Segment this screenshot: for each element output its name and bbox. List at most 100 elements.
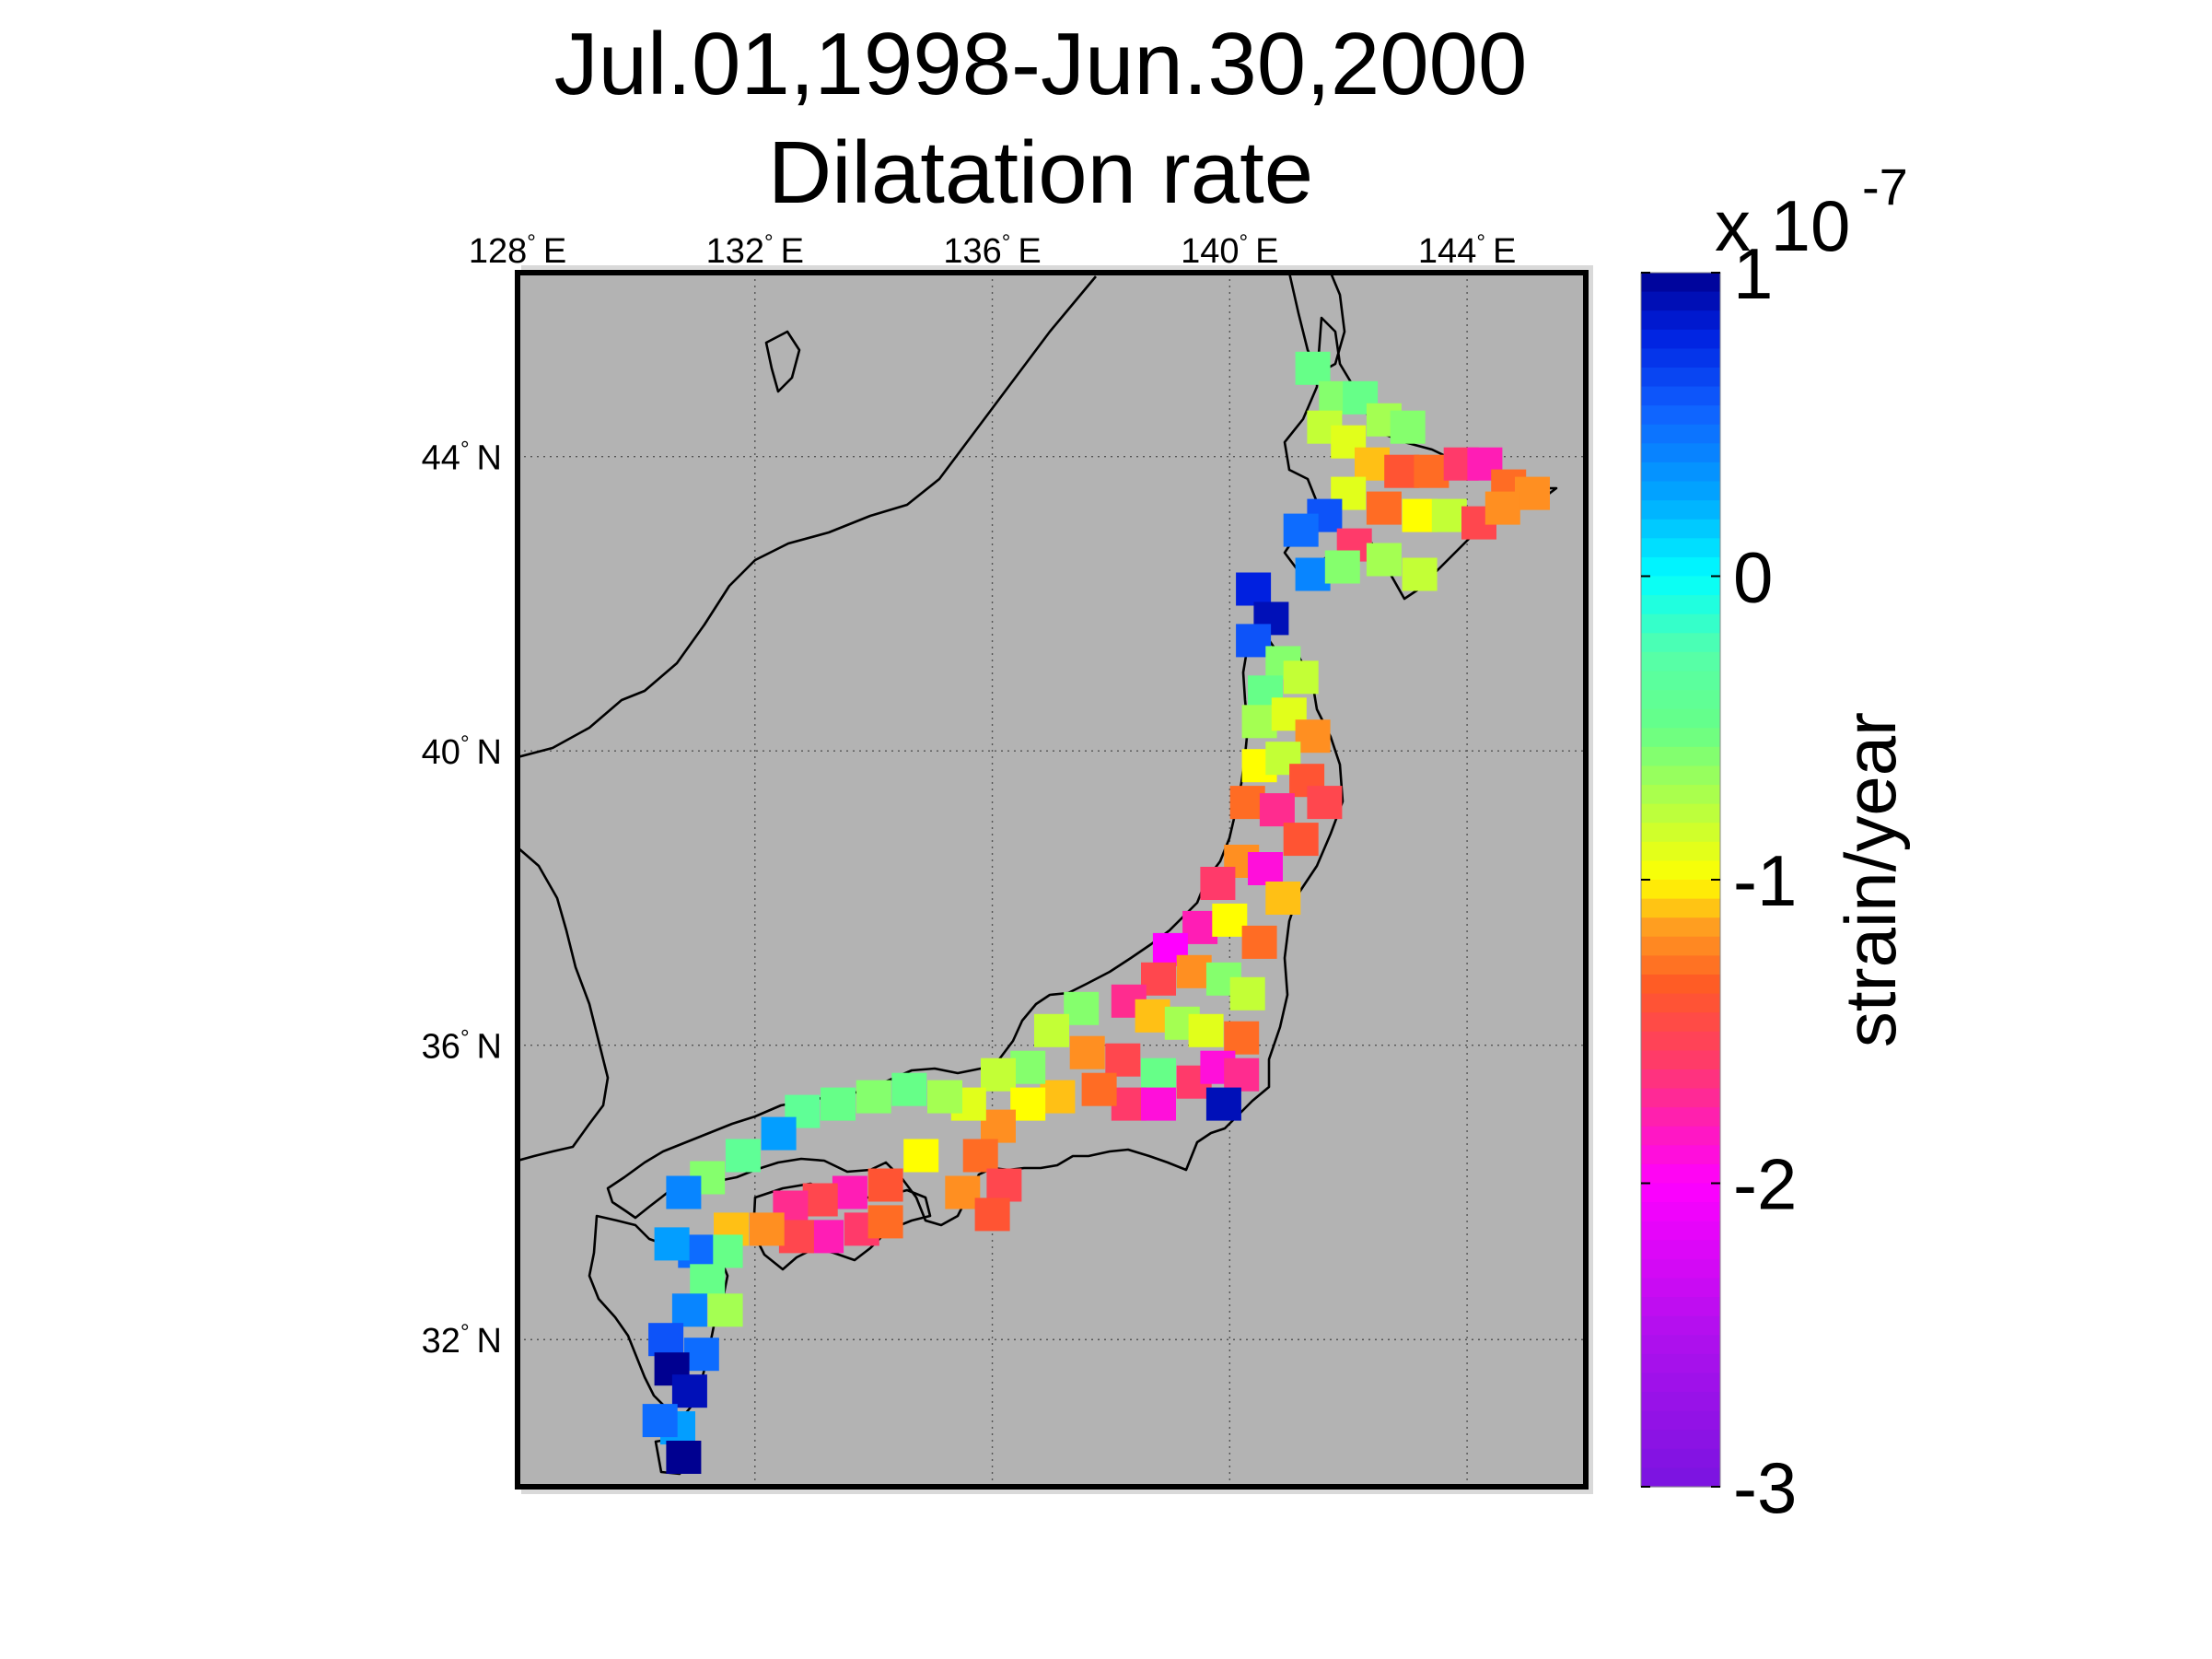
longitude-tick-labels: 128° E 132° E 136° E 140° E 144° E: [469, 230, 1516, 271]
heatmap-cell: [683, 1338, 719, 1372]
lon-tick-label: 144° E: [1418, 230, 1516, 271]
heatmap-cell: [666, 1175, 702, 1209]
heatmap-cell: [1366, 543, 1402, 577]
heatmap-cell: [1295, 557, 1331, 591]
heatmap-cell: [761, 1116, 797, 1151]
heatmap-cell: [802, 1183, 838, 1217]
heatmap-cell: [1265, 882, 1301, 915]
heatmap-cell: [927, 1080, 962, 1114]
colorbar-segment: [1641, 500, 1720, 520]
colorbar-multiplier-exponent: -7: [1862, 158, 1908, 216]
heatmap-cell: [1182, 910, 1218, 944]
colorbar-segment: [1641, 613, 1720, 634]
heatmap-cell: [671, 1293, 707, 1327]
colorbar-segment: [1641, 823, 1720, 843]
colorbar-segment: [1641, 1315, 1720, 1336]
map-frame: [515, 270, 1589, 1490]
colorbar-segment: [1641, 424, 1720, 444]
heatmap-cell: [1259, 793, 1295, 827]
heatmap-cell: [707, 1293, 743, 1327]
heatmap-cell: [1295, 351, 1331, 385]
colorbar-segment: [1641, 955, 1720, 976]
heatmap-cell: [962, 1139, 998, 1173]
heatmap-cell: [1241, 925, 1277, 959]
colorbar-segment: [1641, 860, 1720, 881]
heatmap-cell: [891, 1072, 927, 1106]
colorbar-segment: [1641, 1126, 1720, 1146]
korea-coastline: [518, 847, 610, 1162]
primorye-islet: [764, 330, 801, 393]
colorbar-segment: [1641, 1448, 1720, 1468]
heatmap-cell: [1200, 867, 1236, 900]
heatmap-cell: [1248, 852, 1283, 885]
colorbar-segment: [1641, 1258, 1720, 1279]
lon-tick-label: 128° E: [469, 230, 566, 271]
heatmap-cell: [1414, 454, 1449, 488]
heatmap-cell: [981, 1109, 1016, 1143]
colorbar-segment: [1641, 936, 1720, 956]
colorbar-segment: [1641, 1297, 1720, 1317]
heatmap-cell: [1069, 1035, 1105, 1069]
colorbar-segment: [1641, 765, 1720, 786]
heatmap-cell: [1141, 1087, 1176, 1121]
colorbar-segment: [1641, 880, 1720, 900]
heatmap-cell: [1402, 498, 1438, 532]
colorbar-segment: [1641, 993, 1720, 1013]
lat-tick-label: 36° N: [422, 1026, 502, 1067]
colorbar-segment: [1641, 1430, 1720, 1450]
heatmap-cell: [903, 1139, 939, 1173]
colorbar-segment: [1641, 917, 1720, 938]
heatmap-cell: [1224, 1057, 1260, 1092]
heatmap-cell: [1141, 1057, 1176, 1092]
heatmap-cell: [642, 1404, 678, 1438]
colorbar-segment: [1641, 1373, 1720, 1393]
colorbar-segment: [1641, 1410, 1720, 1431]
heatmap-cell: [778, 1220, 814, 1254]
heatmap-cell: [1205, 1087, 1241, 1121]
colorbar-segment: [1641, 1088, 1720, 1108]
heatmap-cell: [654, 1227, 690, 1261]
heatmap-cell: [832, 1175, 867, 1209]
colorbar-tick-label: 0: [1733, 537, 1773, 618]
heatmap-cell: [945, 1175, 981, 1209]
heatmap-cell: [1141, 962, 1176, 996]
heatmap-cell: [1431, 498, 1467, 532]
heatmap-cell: [1040, 1080, 1076, 1114]
heatmap-cell: [1229, 786, 1265, 820]
lat-tick-label: 40° N: [422, 731, 502, 772]
heatmap-cell: [1229, 976, 1265, 1011]
colorbar-tick-label: 1: [1733, 233, 1773, 314]
colorbar-segment: [1641, 595, 1720, 615]
colorbar-segment: [1641, 1353, 1720, 1374]
heatmap-cell: [707, 1234, 743, 1268]
lon-tick-label: 136° E: [943, 230, 1041, 271]
heatmap-cell: [1105, 1043, 1141, 1077]
colorbar-segment: [1641, 671, 1720, 691]
colorbar-segment: [1641, 329, 1720, 349]
colorbar-segment: [1641, 1107, 1720, 1127]
colorbar-segment: [1641, 291, 1720, 311]
heatmap-cell: [1188, 1013, 1224, 1047]
colorbar-segment: [1641, 1183, 1720, 1203]
heatmap-cell: [1236, 624, 1272, 658]
colorbar-segment: [1641, 651, 1720, 672]
colorbar-segment: [1641, 974, 1720, 995]
colorbar-segment: [1641, 708, 1720, 729]
heatmap-cell: [1236, 572, 1272, 606]
lat-tick-label: 44° N: [422, 438, 502, 478]
colorbar-segment: [1641, 803, 1720, 824]
lon-tick-label: 132° E: [706, 230, 804, 271]
latitude-tick-labels: 44° N 40° N 36° N 32° N: [422, 438, 502, 1361]
colorbar-label: strain/year: [1830, 712, 1911, 1047]
colorbar-segment: [1641, 1240, 1720, 1260]
heatmap-cell: [1034, 1013, 1069, 1047]
heatmap-cell: [749, 1212, 785, 1246]
colorbar-segment: [1641, 690, 1720, 710]
heatmap-cell: [648, 1323, 684, 1357]
heatmap-cell: [1064, 991, 1100, 1025]
heatmap-cell: [1515, 476, 1550, 510]
heatmap-cell: [725, 1139, 761, 1173]
asia-coastline: [518, 275, 1097, 759]
colorbar-segment: [1641, 348, 1720, 368]
